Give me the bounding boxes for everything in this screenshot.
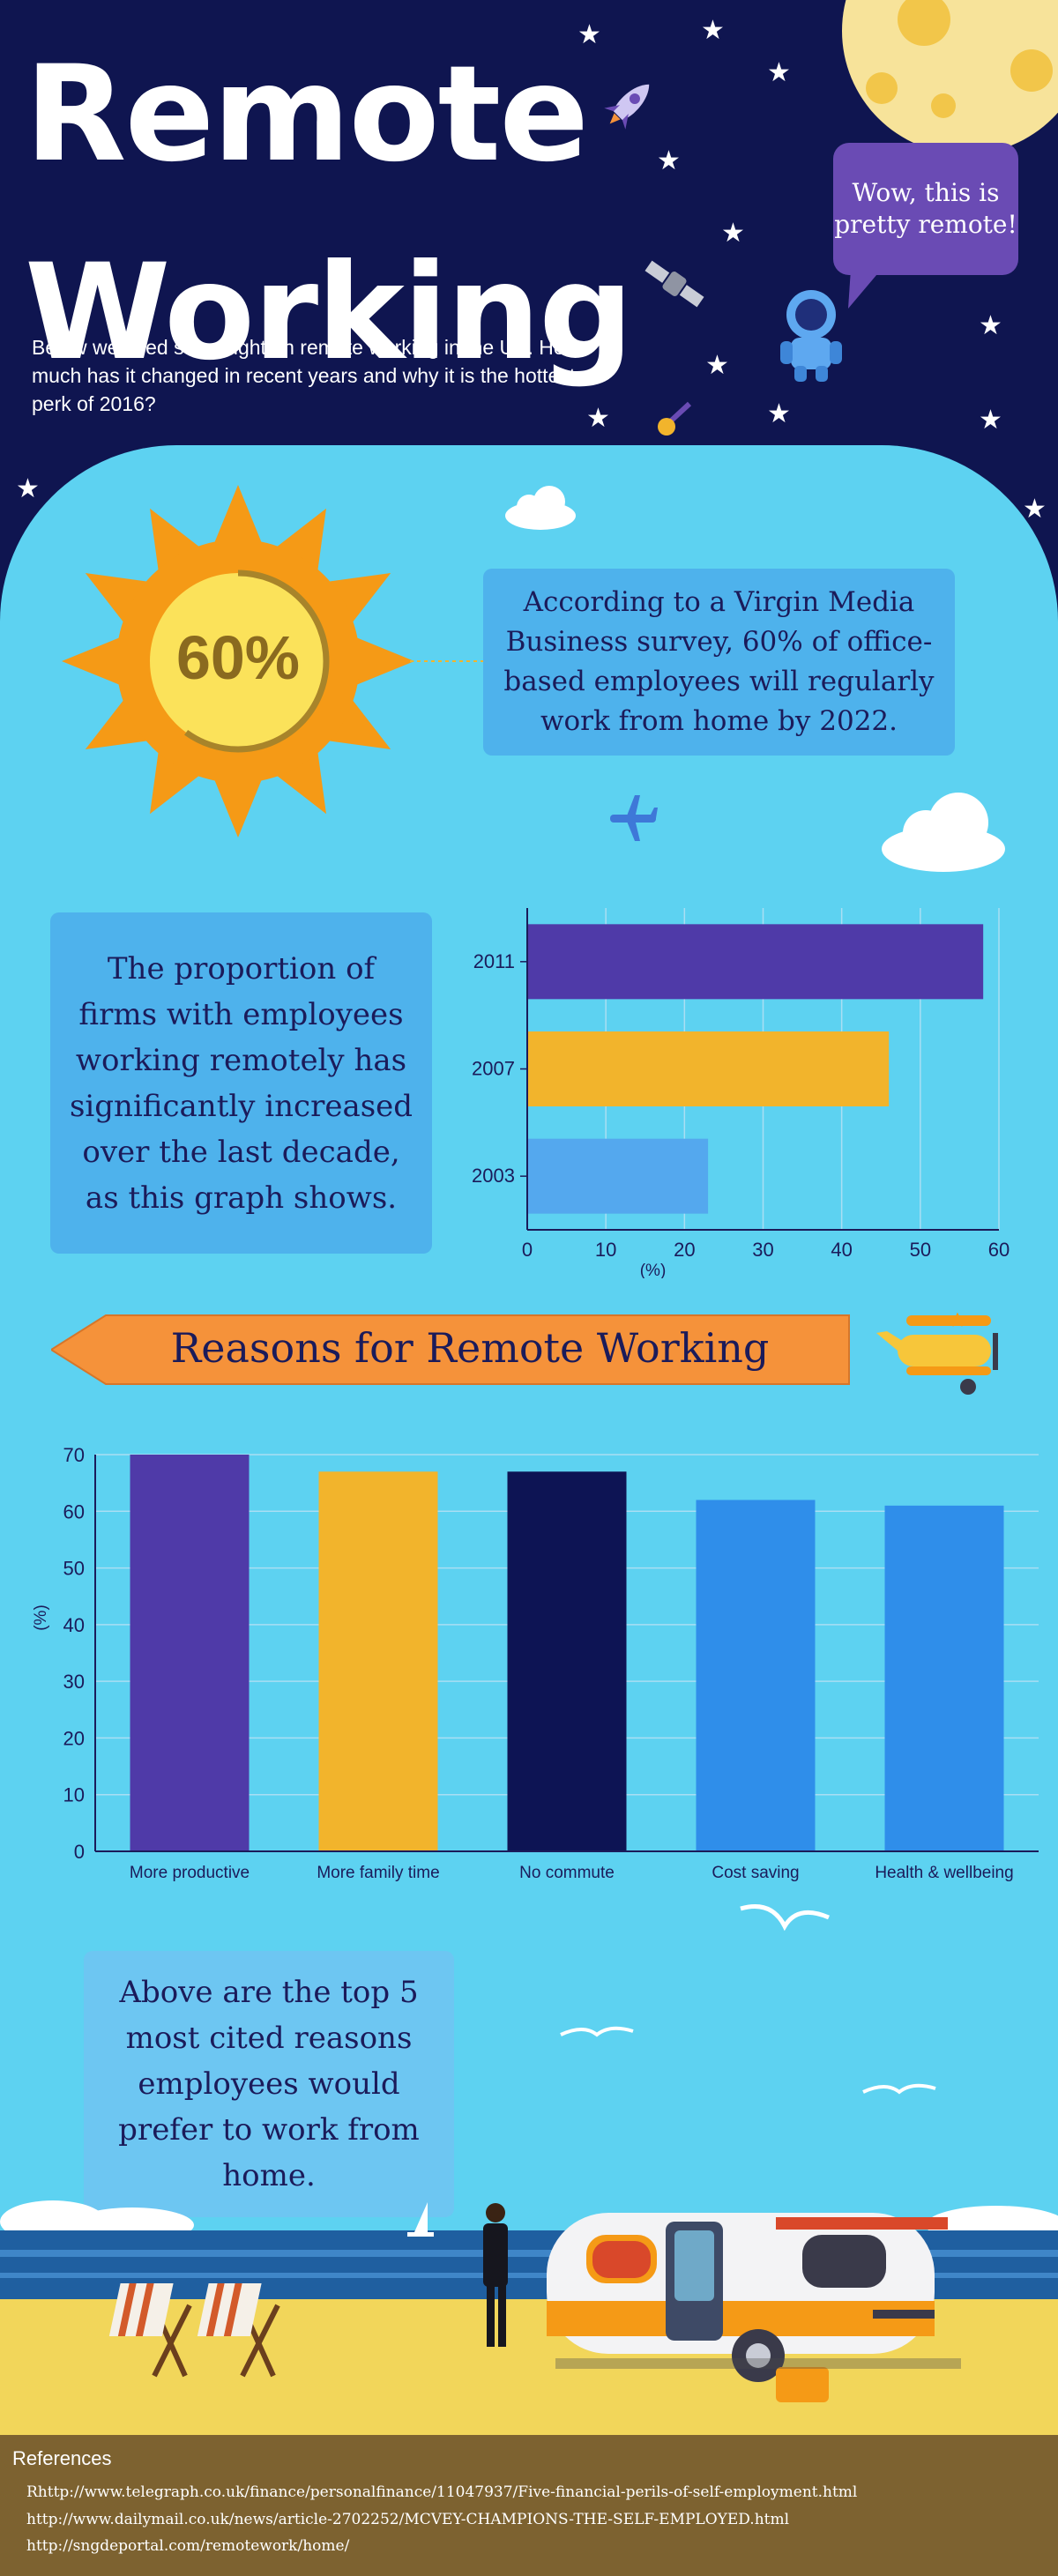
star-icon: ★ (16, 473, 40, 504)
bar-2011 (527, 924, 984, 1000)
comet-icon (658, 401, 692, 436)
biplane-icon (876, 1312, 998, 1395)
reasons-banner: Reasons for Remote Working (51, 1314, 850, 1385)
x-tick-label: 0 (522, 1239, 533, 1261)
sun-ray (209, 485, 267, 555)
connector-line (410, 660, 485, 662)
star-icon: ★ (767, 398, 791, 429)
star-icon: ★ (1023, 494, 1047, 525)
x-tick-label: 40 (831, 1239, 852, 1261)
page-subtitle: Below we shed some light on remote worki… (32, 336, 580, 415)
stat-value: 60% (176, 623, 300, 692)
x-tick-label: 50 (910, 1239, 931, 1261)
reasons-chart: 0 10 20 30 40 50 60 70 More productive More famil… (32, 1444, 1039, 1882)
sun-ray (344, 632, 414, 690)
x-tick-label: More productive (130, 1864, 250, 1882)
x-tick-label: Health & wellbeing (875, 1864, 1013, 1882)
star-icon: ★ (705, 350, 729, 381)
reasons-note: Above are the top 5 most cited reasons e… (84, 1951, 454, 2217)
sun-stat: 60% (62, 485, 414, 838)
sun-ray (62, 632, 132, 690)
bar-more-family-time (318, 1471, 438, 1851)
star-icon: ★ (767, 57, 791, 88)
y-axis-label: (%) (32, 1604, 50, 1631)
bar-health-wellbeing (884, 1505, 1004, 1851)
bird-icon (862, 2083, 936, 2095)
bar-2003 (527, 1138, 709, 1214)
y-tick-label: 60 (63, 1500, 85, 1523)
airplane-icon (610, 795, 658, 841)
bar-no-commute (507, 1471, 627, 1851)
y-tick-label: 40 (63, 1614, 85, 1636)
y-tick-label: 70 (63, 1444, 85, 1466)
y-tick-label: 2003 (472, 1165, 515, 1187)
bar-more-productive (130, 1455, 250, 1851)
reference-link[interactable]: http://www.dailymail.co.uk/news/article-… (26, 2511, 790, 2528)
star-icon: ★ (657, 145, 681, 176)
x-tick-label: No commute (519, 1864, 615, 1882)
y-tick-label: 2007 (472, 1058, 515, 1080)
satellite-icon (644, 260, 704, 308)
references-title: References (12, 2447, 112, 2469)
star-icon: ★ (979, 310, 1002, 341)
header: Remote Working Below we shed some light … (0, 0, 1058, 523)
bird-icon (560, 2026, 634, 2037)
x-tick-label: 60 (988, 1239, 1010, 1261)
references-section: References Rhttp://www.telegraph.co.uk/f… (0, 2435, 1058, 2576)
page-title: Remote Working (25, 38, 633, 390)
y-tick-label: 30 (63, 1671, 85, 1693)
y-tick-label: 0 (74, 1841, 85, 1863)
y-tick-label: 2011 (473, 950, 515, 972)
x-axis-label: (%) (640, 1262, 667, 1278)
stat-card: According to a Virgin Media Business sur… (483, 569, 955, 756)
speech-bubble: Wow, this is pretty remote! (833, 143, 1018, 275)
x-tick-label: 10 (595, 1239, 616, 1261)
firms-chart: 0 10 20 30 40 50 60 2011 2007 2003 (%) (472, 908, 1010, 1278)
x-tick-label: 20 (674, 1239, 695, 1261)
x-tick-label: 30 (752, 1239, 773, 1261)
cloud-icon (505, 486, 576, 530)
astronaut-icon (780, 290, 842, 382)
bird-icon (740, 1904, 830, 1932)
star-icon: ★ (586, 403, 610, 434)
cloud-icon (882, 793, 1005, 872)
speech-bubble-tail (848, 269, 882, 309)
x-tick-label: More family time (317, 1864, 439, 1882)
y-tick-label: 50 (63, 1558, 85, 1580)
bar-cost-saving (696, 1500, 816, 1851)
star-icon: ★ (721, 218, 745, 249)
rocket-icon (604, 84, 650, 130)
x-tick-label: Cost saving (712, 1864, 799, 1882)
y-tick-label: 10 (63, 1784, 85, 1806)
reference-link[interactable]: http://sngdeportal.com/remotework/home/ (26, 2537, 350, 2555)
reference-link[interactable]: Rhttp://www.telegraph.co.uk/finance/pers… (26, 2483, 858, 2501)
reasons-banner-title: Reasons for Remote Working (171, 1324, 770, 1372)
beach-scene (0, 2200, 1058, 2435)
y-tick-label: 20 (63, 1727, 85, 1749)
sun-ray (209, 767, 267, 838)
star-icon: ★ (979, 405, 1002, 436)
moon-illustration (842, 0, 1058, 154)
firms-note: The proportion of firms with employees w… (50, 912, 432, 1254)
bar-2007 (527, 1031, 890, 1106)
star-icon: ★ (701, 15, 725, 46)
star-icon: ★ (577, 19, 601, 50)
